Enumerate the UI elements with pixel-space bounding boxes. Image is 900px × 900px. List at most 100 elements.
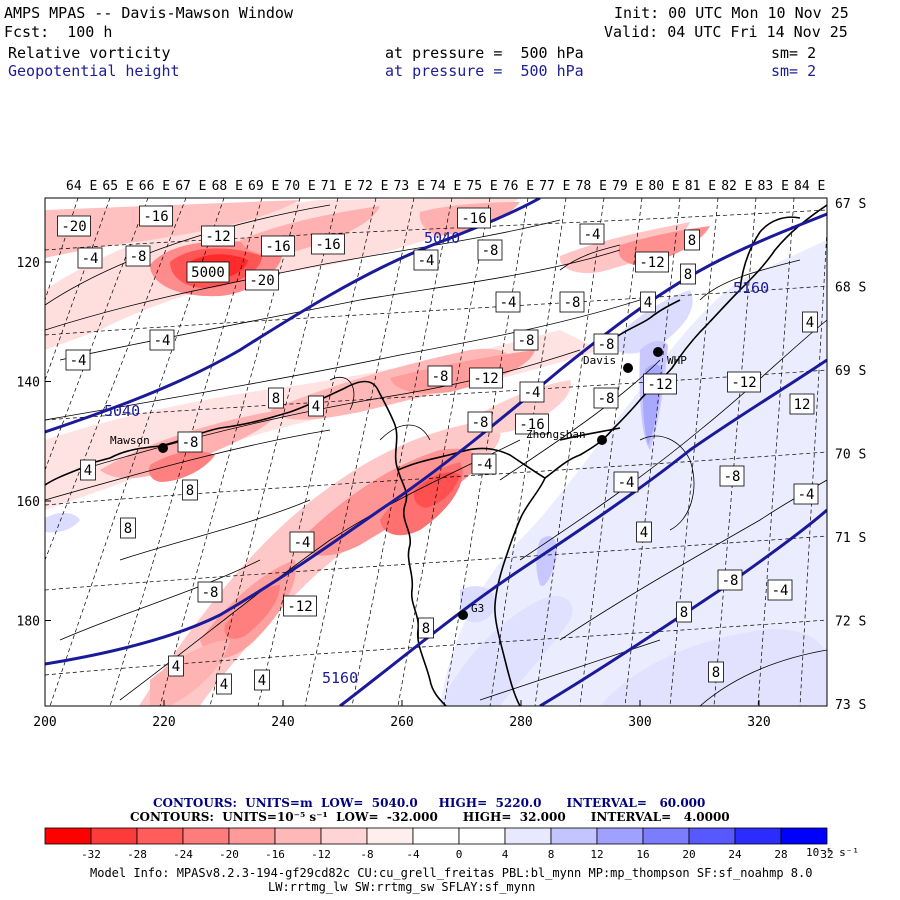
vorticity-label: -20 [57,215,91,237]
svg-text:-8: -8 [482,243,499,259]
model-info-line2: LW:rrtmg_lw SW:rrtmg_sw SFLAY:sf_mynn [268,880,536,894]
svg-text:4: 4 [258,673,266,689]
vorticity-label: -4 [495,291,521,313]
svg-text:5000: 5000 [191,265,225,281]
vorticity-label: 4 [216,673,232,695]
x-tick-label: 240 [271,715,294,730]
lon-label: 76 E [503,179,534,194]
vorticity-label: -4 [471,453,497,475]
y-axis-ticks: 120 140 160 180 [17,256,51,630]
svg-text:-16: -16 [461,211,486,227]
svg-text:-8: -8 [722,573,739,589]
lon-label: 66 E [139,179,170,194]
svg-text:8: 8 [688,233,696,249]
colorbar-label: 4 [502,848,509,861]
colorbar-segment [90,827,138,845]
svg-text:4: 4 [806,315,814,331]
x-axis-ticks: 200 220 240 260 280 300 320 [33,700,771,730]
valid-time: Valid: 04 UTC Fri 14 Nov 25 [604,23,848,41]
lat-label: 71 S [835,531,866,546]
vorticity-label: 4 [168,655,184,677]
vorticity-label: 8 [708,661,724,683]
vorticity-label: -8 [125,245,151,267]
station-marker-mawson [158,443,168,453]
lon-label: 68 E [212,179,243,194]
x-tick-label: 280 [509,715,532,730]
colorbar-labels: -32 -28 -24 -20 -16 -12 -8 -4 0 4 8 12 16 20 24 28 32 [81,848,834,861]
height-contour-caption: CONTOURS: UNITS=m LOW= 5040.0 HIGH= 5220… [153,796,706,810]
lon-label: 73 E [394,179,425,194]
colorbar-label: -16 [265,848,285,861]
vorticity-label: -8 [559,291,585,313]
vorticity-label: -20 [245,269,279,291]
lon-label: 64 E [66,179,97,194]
colorbar-segment [228,827,276,845]
colorbar-segment [734,827,782,845]
y-tick-label: 140 [17,376,40,391]
colorbar [44,827,828,845]
svg-text:-16: -16 [519,417,544,433]
lat-label: 70 S [835,448,866,463]
svg-text:8: 8 [186,483,194,499]
lat-label: 67 S [835,197,866,212]
vorticity-label: -8 [593,387,619,409]
lon-label: 83 E [758,179,789,194]
colorbar-label: -32 [81,848,101,861]
svg-text:-12: -12 [287,599,312,615]
svg-text:-4: -4 [798,487,815,503]
svg-text:-12: -12 [205,229,230,245]
svg-text:-8: -8 [472,415,489,431]
vorticity-label: -16 [515,413,549,435]
colorbar-segment [412,827,460,845]
colorbar-segment [504,827,552,845]
svg-text:-8: -8 [432,369,449,385]
vorticity-label: -12 [201,225,235,247]
colorbar-label: 12 [590,848,603,861]
lon-label: 70 E [284,179,315,194]
station-label: G3 [471,602,484,615]
svg-text:8: 8 [712,665,720,681]
vorticity-label: -4 [65,349,91,371]
svg-text:4: 4 [84,463,92,479]
lon-label: 82 E [721,179,752,194]
vorticity-label: 5000 [186,261,230,283]
vorticity-label: -8 [197,581,223,603]
svg-text:-4: -4 [524,385,541,401]
vorticity-label: -16 [457,207,491,229]
svg-text:-12: -12 [647,377,672,393]
lon-label: 69 E [248,179,279,194]
station-label: Davis [583,354,616,367]
vorticity-label: 8 [268,387,284,409]
vorticity-label: -8 [427,365,453,387]
vorticity-label: -12 [469,367,503,389]
svg-text:8: 8 [272,391,280,407]
field2-name: Geopotential height [8,62,180,80]
colorbar-segment [688,827,736,845]
vorticity-label: -12 [643,373,677,395]
station-label: WHP [667,354,687,367]
colorbar-label: -4 [406,848,420,861]
svg-text:-4: -4 [82,251,99,267]
colorbar-segment [458,827,506,845]
vorticity-labels: -20 -16 -8 -4 -12 -16 -16 5000 -20 -16 -8 -4 -4 -8 -12… [57,205,819,695]
vorticity-label: -16 [139,205,173,227]
lon-label: 81 E [685,179,716,194]
colorbar-segment [366,827,414,845]
svg-text:-8: -8 [518,333,535,349]
vorticity-label: 8 [120,517,136,539]
vorticity-label: -4 [579,223,605,245]
vorticity-label: 4 [308,395,324,417]
station-marker-g3 [458,610,468,620]
coastline [45,204,827,706]
x-tick-label: 200 [33,715,56,730]
vorticity-label: -8 [177,431,203,453]
vorticity-label: 8 [680,263,696,285]
x-tick-label: 220 [152,715,175,730]
svg-text:-16: -16 [265,239,290,255]
svg-text:4: 4 [640,525,648,541]
init-time: Init: 00 UTC Mon 10 Nov 25 [614,4,849,22]
lon-label: 77 E [539,179,570,194]
colorbar-segment [44,827,92,845]
colorbar-label: 32 [820,848,833,861]
lon-label: 75 E [466,179,497,194]
